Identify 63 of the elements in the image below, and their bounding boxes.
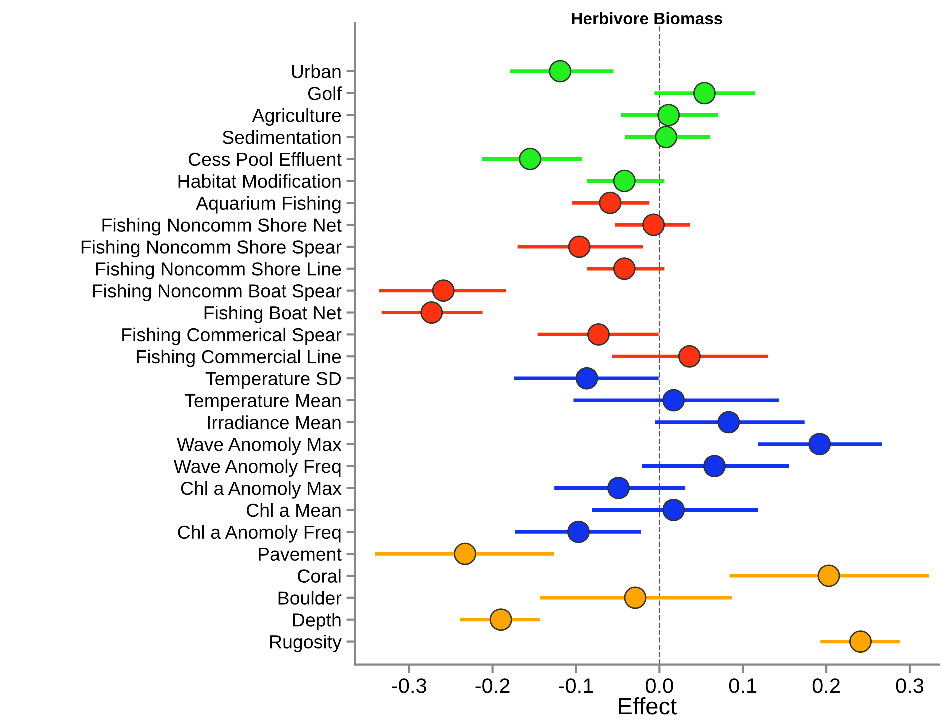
point: [454, 542, 476, 566]
y-tick-label: Coral: [298, 569, 341, 583]
point: [693, 82, 716, 105]
y-tick-label: Temperature Mean: [185, 394, 341, 412]
y-tick-label: Fishing Noncomm Shore Line: [96, 262, 342, 280]
y-tick-label: Sedimentation: [222, 130, 341, 144]
y-tick-label: Agriculture: [252, 108, 342, 126]
point: [818, 564, 840, 588]
x-tick-label: 0.1: [729, 678, 757, 694]
y-tick-label: Cess Pool Effluent: [188, 152, 342, 166]
point: [519, 148, 542, 170]
x-tick-label: -0.3: [392, 678, 426, 694]
y-tick-label: Fishing Noncomm Boat Spear: [93, 284, 342, 302]
y-tick-label: Temperature SD: [206, 372, 342, 390]
point: [588, 323, 610, 346]
y-tick-label: Habitat Modification: [178, 174, 341, 188]
y-tick-label: Boulder: [278, 591, 342, 605]
y-tick-label: Chl a Anomoly Freq: [178, 525, 341, 543]
chart-title: Herbivore Biomass: [572, 12, 722, 25]
point: [432, 280, 455, 302]
point: [808, 433, 832, 456]
point: [549, 60, 572, 83]
point: [608, 477, 630, 500]
x-tick-label: 0.2: [812, 678, 840, 694]
point: [850, 630, 872, 654]
point: [718, 411, 740, 434]
point: [662, 389, 686, 412]
y-tick-label: Fishing Noncomm Shore Spear: [82, 240, 342, 258]
point: [613, 258, 636, 280]
y-tick-label: Fishing Noncomm Shore Net: [102, 218, 342, 236]
y-tick-label: Chl a Anomoly Max: [181, 481, 342, 499]
point: [704, 455, 726, 478]
y-tick-label: Golf: [308, 86, 342, 100]
point: [568, 520, 590, 544]
y-tick-label: Aquarium Fishing: [196, 196, 341, 214]
y-tick-label: Fishing Commerical Spear: [122, 328, 342, 346]
y-tick-label: Pavement: [259, 548, 342, 562]
y-tick-label: Irradiance Mean: [208, 416, 341, 430]
y-tick-label: Rugosity: [270, 635, 342, 652]
x-tick-label: -0.2: [476, 678, 510, 694]
point: [576, 367, 598, 390]
x-axis-title: Effect: [619, 697, 677, 715]
point: [658, 104, 680, 127]
y-tick-label: Depth: [293, 613, 341, 631]
x-tick-label: -0.1: [559, 678, 594, 694]
point: [655, 126, 678, 148]
point: [613, 170, 636, 192]
y-tick-label: Fishing Commercial Line: [137, 350, 342, 368]
y-tick-label: Wave Anomoly Max: [177, 438, 342, 456]
point: [599, 192, 622, 214]
y-tick-label: Urban: [292, 64, 341, 78]
x-tick-label: 0.0: [646, 678, 674, 694]
y-tick-label: Fishing Boat Net: [204, 306, 342, 324]
x-tick-label: 0.3: [896, 678, 924, 694]
y-tick-label: Wave Anomoly Freq: [174, 460, 341, 477]
point: [642, 214, 666, 236]
point: [420, 302, 444, 324]
point: [662, 498, 686, 522]
point: [678, 345, 701, 368]
y-tick-label: Chl a Mean: [247, 503, 341, 518]
point: [624, 586, 647, 610]
point: [490, 608, 512, 632]
point: [568, 236, 591, 258]
